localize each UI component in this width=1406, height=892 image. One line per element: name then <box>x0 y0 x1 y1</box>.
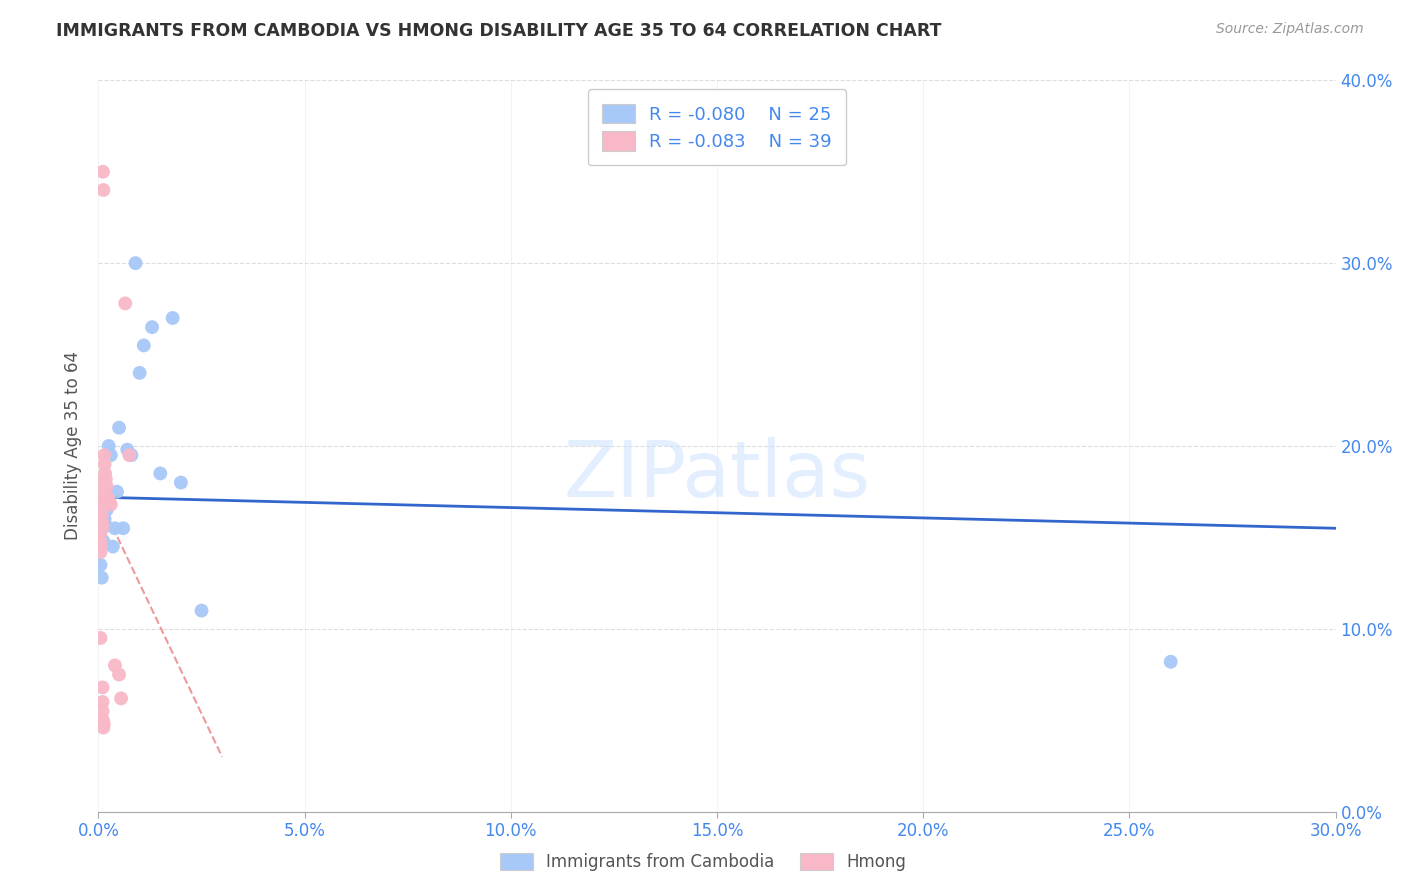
Point <box>90 484 112 499</box>
Point <box>89 508 111 523</box>
Point <box>89 516 111 530</box>
Point <box>162 310 184 325</box>
Point <box>94 467 117 481</box>
Point <box>118 448 141 462</box>
Y-axis label: Disability Age 35 to 64: Disability Age 35 to 64 <box>65 351 83 541</box>
Point <box>93 721 115 735</box>
Point <box>91 521 114 535</box>
Point <box>97 494 120 508</box>
Point <box>93 448 115 462</box>
Point <box>94 472 117 486</box>
Point <box>120 448 142 462</box>
Text: Source: ZipAtlas.com: Source: ZipAtlas.com <box>1216 22 1364 37</box>
Point <box>93 457 115 471</box>
Point <box>91 704 114 718</box>
Point <box>104 521 127 535</box>
Point <box>170 475 193 490</box>
Text: IMMIGRANTS FROM CAMBODIA VS HMONG DISABILITY AGE 35 TO 64 CORRELATION CHART: IMMIGRANTS FROM CAMBODIA VS HMONG DISABI… <box>56 22 942 40</box>
Point <box>96 490 118 504</box>
Point <box>89 631 111 645</box>
Point <box>89 558 111 572</box>
Point <box>87 494 110 508</box>
Point <box>96 479 118 493</box>
Point <box>89 545 111 559</box>
Point <box>108 421 131 435</box>
Point <box>93 183 115 197</box>
Point <box>89 534 111 549</box>
Point <box>90 571 112 585</box>
Point <box>104 658 127 673</box>
Point <box>89 521 111 535</box>
Point <box>90 498 112 512</box>
Point <box>100 498 122 512</box>
Point <box>114 296 136 310</box>
Point <box>91 681 114 695</box>
Point <box>96 503 118 517</box>
Point <box>90 475 112 490</box>
Point <box>91 714 114 728</box>
Point <box>128 366 150 380</box>
Text: ZIPatlas: ZIPatlas <box>564 437 870 513</box>
Point <box>93 512 115 526</box>
Point <box>101 540 124 554</box>
Point <box>90 508 112 523</box>
Point <box>110 691 132 706</box>
Point <box>190 603 212 617</box>
Point <box>1160 655 1182 669</box>
Point <box>91 521 114 535</box>
Point <box>100 448 122 462</box>
Point <box>117 442 139 457</box>
Point <box>112 521 135 535</box>
Point <box>89 503 111 517</box>
Legend: R = -0.080    N = 25, R = -0.083    N = 39: R = -0.080 N = 25, R = -0.083 N = 39 <box>588 89 846 165</box>
Point <box>141 320 163 334</box>
Point <box>89 526 111 541</box>
Point <box>124 256 146 270</box>
Point <box>91 164 114 178</box>
Point <box>90 490 112 504</box>
Point <box>91 695 114 709</box>
Point <box>91 516 114 530</box>
Point <box>93 534 115 549</box>
Point <box>149 467 172 481</box>
Point <box>132 338 155 352</box>
Point <box>94 484 117 499</box>
Point <box>90 503 112 517</box>
Point <box>97 439 120 453</box>
Point <box>108 667 131 681</box>
Point <box>93 717 115 731</box>
Point <box>105 484 128 499</box>
Legend: Immigrants from Cambodia, Hmong: Immigrants from Cambodia, Hmong <box>492 845 914 880</box>
Point <box>89 540 111 554</box>
